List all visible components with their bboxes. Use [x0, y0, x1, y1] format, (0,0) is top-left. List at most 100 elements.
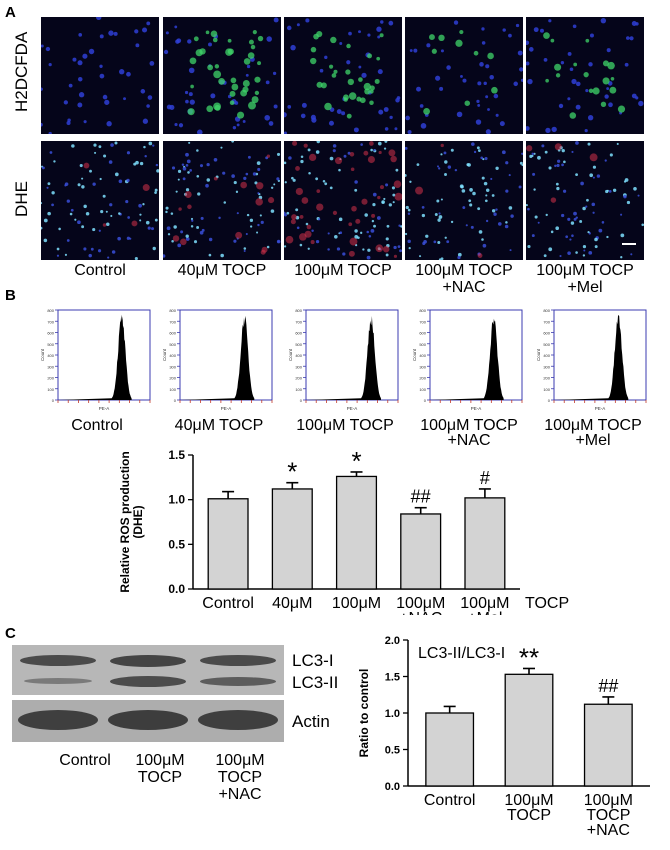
flow-ylabel: Count — [162, 348, 167, 361]
ros-bar-chart: 0.0 0.5 1.0 1.5 Relative ROS production (DHE)… — [118, 446, 569, 615]
flow-ytick: 300 — [543, 364, 550, 369]
y-axis-label: Ratio to control — [357, 669, 371, 758]
flow-ylabel: Count — [536, 348, 541, 361]
lc3-ratio-bar-chart: 0.0 0.5 1.0 1.5 2.0 Ratio to control Control **… — [357, 635, 650, 839]
y-tick-label: 0.0 — [385, 781, 400, 793]
dhe-micrograph-0 — [41, 141, 159, 260]
blot-label-lc3ii: LC3-II — [292, 673, 339, 692]
y-tick-label: 0.5 — [385, 745, 400, 757]
flow-ytick: 100 — [543, 387, 550, 392]
bar-0 — [425, 712, 475, 787]
flow-xlabel: PE-A — [99, 406, 110, 411]
lane-label-tocp: 100μM TOCP — [135, 752, 185, 786]
category-label-3: +NAC — [399, 610, 442, 615]
lc3ii-band-tocp — [110, 676, 186, 687]
lane-label-control: Control — [59, 752, 111, 769]
h2dcfda-micrograph-3 — [405, 17, 523, 134]
flow-ytick: 0 — [300, 398, 303, 403]
flow-ytick: 400 — [419, 353, 426, 358]
flow-peak — [58, 314, 132, 400]
flow-ytick: 600 — [169, 331, 176, 336]
category-label-2: 100μM — [332, 595, 381, 612]
flow-ytick: 0 — [52, 398, 55, 403]
bar-1 — [504, 673, 554, 787]
significance-mark-3: ## — [411, 487, 431, 507]
flow-peak — [430, 318, 504, 400]
flow-caption-2: 100μM TOCP — [296, 417, 394, 434]
bar-4 — [464, 497, 506, 590]
significance-mark-1: ** — [519, 642, 539, 672]
flow-ytick: 800 — [169, 308, 176, 313]
flow-ytick: 800 — [543, 308, 550, 313]
y-tick-label: 1.0 — [385, 708, 400, 720]
dhe-micrograph-1 — [163, 141, 281, 260]
flow-ytick: 600 — [543, 331, 550, 336]
flow-ylabel: Count — [40, 348, 45, 361]
flow-ytick: 100 — [47, 387, 54, 392]
flow-peak — [306, 316, 382, 400]
flow-ytick: 200 — [419, 376, 426, 381]
bar-0 — [207, 498, 249, 590]
category-label-0: Control — [424, 792, 476, 809]
flow-ytick: 200 — [295, 376, 302, 381]
y-axis-label: Relative ROS production — [118, 451, 132, 592]
y-tick-label: 2.0 — [385, 635, 400, 647]
category-label-1: TOCP — [507, 807, 551, 824]
chart-title: LC3-II/LC3-I — [418, 645, 505, 662]
flow-xlabel: PE-A — [221, 406, 232, 411]
flow-caption-0: Control — [71, 417, 123, 434]
flow-xlabel: PE-A — [595, 406, 606, 411]
actin-band-tocp — [108, 710, 188, 730]
flow-ytick: 700 — [295, 319, 302, 324]
y-tick-label: 0.5 — [168, 537, 185, 551]
y-tick-label: 0.0 — [168, 582, 185, 596]
h2dcfda-micrograph-0 — [41, 17, 159, 134]
category-label-2: 100μM — [584, 792, 633, 809]
micrograph-caption-2: 100μM TOCP — [294, 262, 392, 279]
flow-ytick: 100 — [169, 387, 176, 392]
flow-ytick: 800 — [419, 308, 426, 313]
flow-ytick: 700 — [419, 319, 426, 324]
flow-peak — [180, 315, 255, 400]
category-label-2: TOCP — [586, 807, 630, 824]
lc3i-band-nac — [200, 655, 276, 666]
y-tick-label: 1.5 — [385, 672, 400, 684]
panel-b-label: B — [5, 287, 16, 304]
lc3ii-band-control — [24, 678, 92, 684]
flow-ytick: 400 — [295, 353, 302, 358]
flow-ytick: 500 — [543, 342, 550, 347]
flow-ytick: 200 — [543, 376, 550, 381]
flow-ytick: 200 — [47, 376, 54, 381]
flow-ytick: 0 — [174, 398, 177, 403]
h2dcfda-micrograph-2 — [284, 17, 402, 134]
dhe-micrograph-2 — [284, 141, 402, 260]
flow-ytick: 100 — [419, 387, 426, 392]
lc3i-band-tocp — [110, 655, 186, 667]
flow-ytick: 300 — [419, 364, 426, 369]
flow-ytick: 600 — [419, 331, 426, 336]
flow-ytick: 700 — [47, 319, 54, 324]
flow-histogram-0: 0 100 200 300 400 500 600 700 800 Count PE-A — [40, 308, 151, 411]
category-label-0: Control — [202, 595, 254, 612]
actin-band-control — [18, 710, 98, 730]
dhe-micrograph-3 — [405, 141, 523, 260]
actin-blot — [12, 700, 284, 742]
x-axis-label: TOCP — [525, 595, 569, 612]
flow-ytick: 0 — [548, 398, 551, 403]
row-label-dhe: DHE — [12, 181, 31, 217]
dhe-micrograph-4 — [526, 141, 644, 260]
flow-peak — [554, 314, 629, 400]
flow-ylabel: Count — [412, 348, 417, 361]
significance-mark-4: # — [480, 468, 490, 488]
flow-ytick: 800 — [47, 308, 54, 313]
micrograph-caption-4: 100μM TOCP +Mel — [536, 262, 634, 296]
panel-c-label: C — [5, 625, 16, 642]
flow-histogram-2: 0 100 200 300 400 500 600 700 800 Count PE-A — [288, 308, 399, 411]
category-label-2: +NAC — [587, 822, 630, 839]
flow-ytick: 600 — [295, 331, 302, 336]
bar-1 — [271, 488, 313, 590]
category-label-1: 40μM — [272, 595, 312, 612]
flow-ylabel: Count — [288, 348, 293, 361]
row-label-h2dcfda: H2DCFDA — [12, 31, 31, 112]
flow-ytick: 500 — [169, 342, 176, 347]
